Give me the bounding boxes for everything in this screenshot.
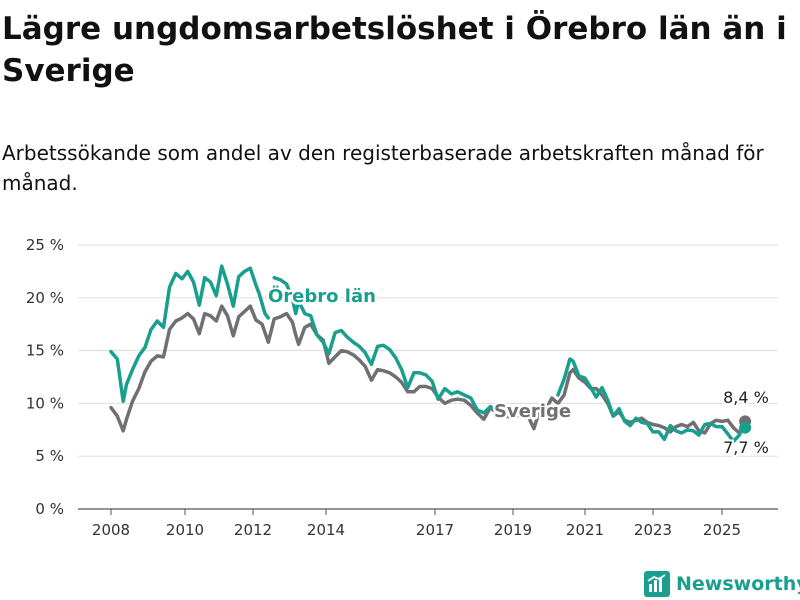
series-label-sverige: Sverige <box>494 401 571 422</box>
series-line-orebro-lan <box>109 264 747 444</box>
series-group <box>109 264 752 444</box>
end-value-label-orebro-lan: 7,7 % <box>723 438 769 457</box>
newsworthy-logo[interactable]: Newsworthy <box>644 569 800 599</box>
x-tick-label: 2010 <box>166 521 204 539</box>
series-line-sverige <box>109 304 747 435</box>
x-tick-label: 2008 <box>92 521 130 539</box>
brand-name: Newsworthy <box>676 573 800 595</box>
x-tick-label: 2012 <box>234 521 272 539</box>
chart-subtitle: Arbetssökande som andel av den registerb… <box>2 141 764 195</box>
x-tick-label: 2019 <box>494 521 532 539</box>
x-axis: 2008 2010 2012 2014 2017 2019 2021 2023 2025 <box>92 509 741 539</box>
end-point-orebro-lan <box>739 421 752 434</box>
page-title: Lägre ungdomsarbetslöshet i Örebro län ä… <box>2 11 787 89</box>
y-tick-label: 0 % <box>35 500 64 518</box>
y-tick-label: 20 % <box>26 289 64 307</box>
y-tick-label: 25 % <box>26 236 64 254</box>
y-tick-label: 5 % <box>35 447 64 465</box>
line-chart: 0 %5 %10 %15 %20 %25 % 2008 2010 2012 2014 2… <box>26 236 778 539</box>
series-label-orebro-lan: Örebro län <box>268 285 376 307</box>
x-tick-label: 2017 <box>416 521 454 539</box>
x-tick-label: 2023 <box>634 521 672 539</box>
y-axis: 0 % 5 % 10 % 15 % 20 % 25 % <box>26 236 64 518</box>
labels-group: Örebro län Sverige 8,4 % 7,7 % <box>266 283 771 460</box>
end-value-label-sverige: 8,4 % <box>723 388 769 407</box>
x-tick-label: 2014 <box>307 521 345 539</box>
x-tick-label: 2021 <box>566 521 604 539</box>
x-tick-label: 2025 <box>703 521 741 539</box>
newsworthy-logo-icon <box>644 571 670 597</box>
y-tick-label: 10 % <box>26 394 64 412</box>
y-tick-label: 15 % <box>26 342 64 360</box>
grid <box>78 244 778 510</box>
